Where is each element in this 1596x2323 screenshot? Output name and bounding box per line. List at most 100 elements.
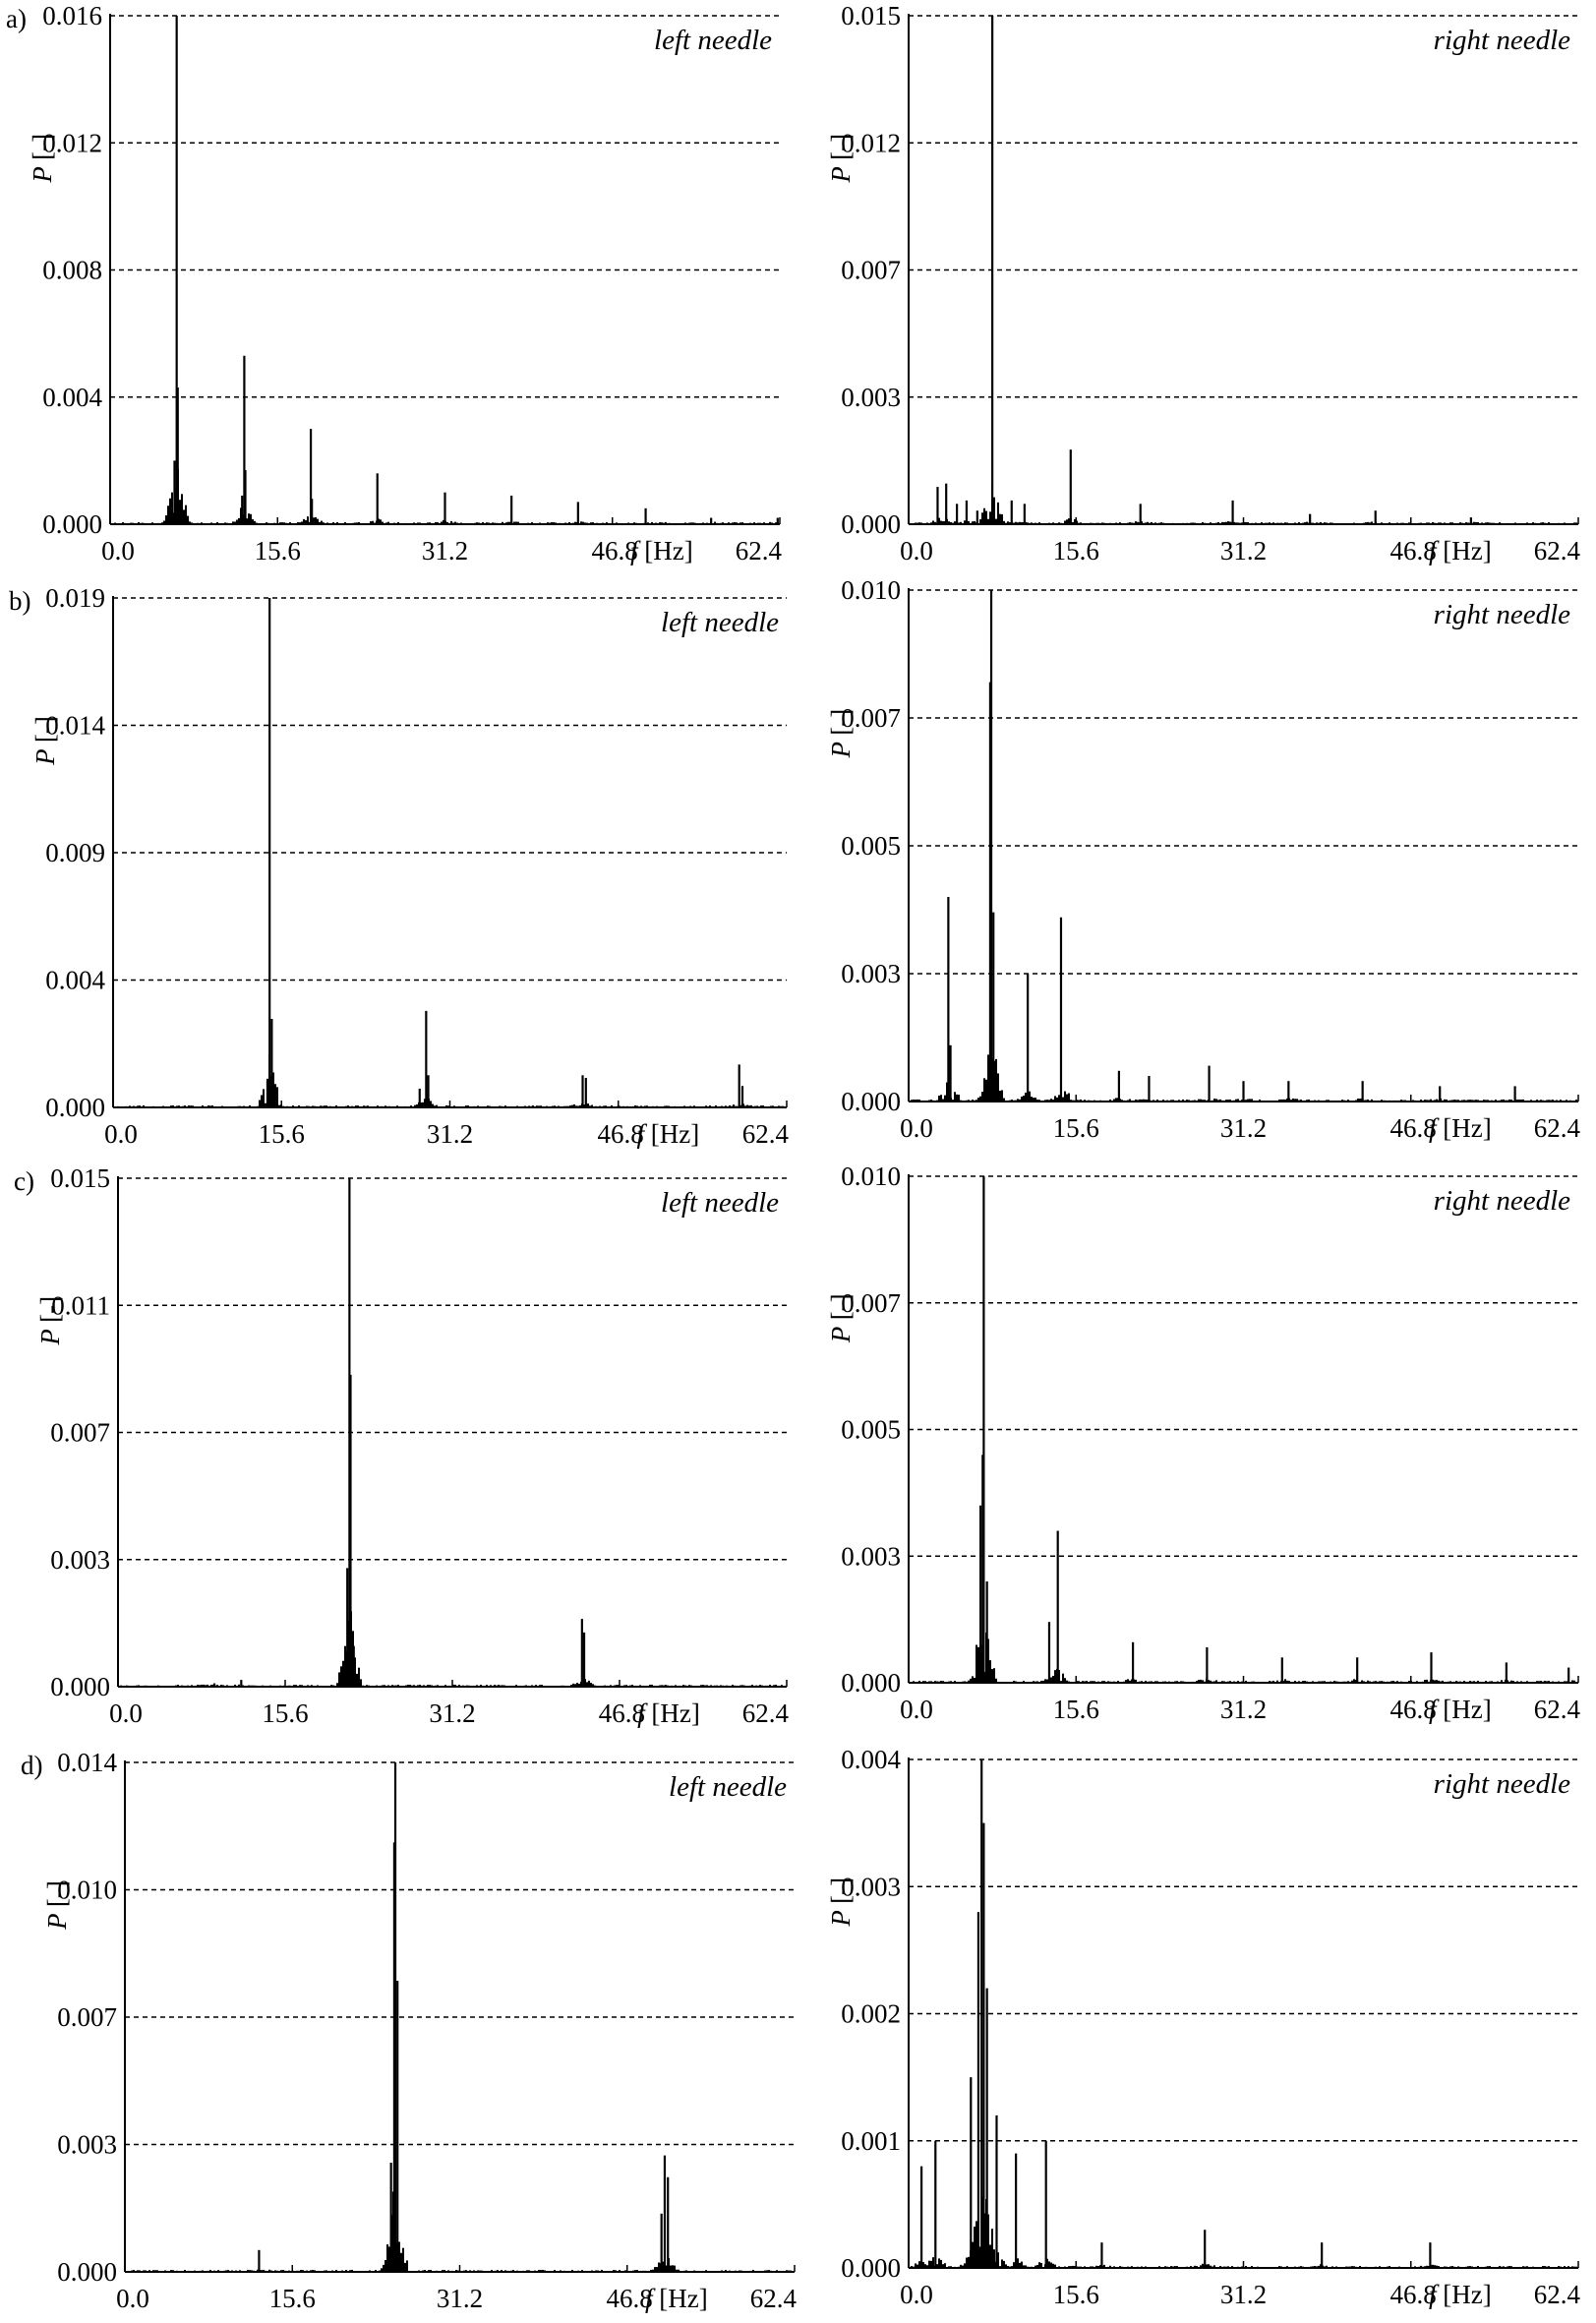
y-tick-label: 0.007: [841, 703, 901, 733]
x-tick-label: 31.2: [437, 2284, 483, 2313]
y-tick-label: 0.003: [841, 383, 901, 412]
x-axis-label: f [Hz]: [630, 536, 693, 566]
y-tick-label: 0.004: [42, 383, 102, 412]
y-tick-label: 0.007: [841, 1288, 901, 1318]
x-tick-label: 31.2: [1220, 536, 1267, 566]
y-tick-label: 0.003: [57, 2130, 117, 2160]
y-tick-label: 0.009: [45, 838, 105, 867]
x-tick-label: 15.6: [1053, 1113, 1099, 1143]
x-tick-label: 46.8: [598, 1119, 644, 1149]
y-tick-label: 0.005: [841, 1415, 901, 1445]
y-axis-label: P [-]: [826, 134, 856, 184]
x-tick-label: 62.4: [742, 1698, 790, 1728]
x-tick-label: 15.6: [269, 2284, 316, 2313]
y-tick-label: 0.005: [841, 831, 901, 861]
x-tick-label: 0.0: [900, 1695, 933, 1724]
x-tick-label: 62.4: [1534, 2280, 1581, 2309]
x-tick-label: 31.2: [1220, 1113, 1267, 1143]
y-tick-label: 0.002: [841, 1999, 901, 2029]
x-tick-label: 46.8: [1390, 536, 1437, 566]
noise-floor: [909, 1632, 1577, 1683]
y-tick-label: 0.000: [57, 2257, 117, 2287]
x-tick-label: 15.6: [1053, 536, 1099, 566]
panel-letter: a): [6, 4, 27, 33]
noise-floor: [118, 1611, 783, 1687]
x-tick-label: 46.8: [599, 1698, 645, 1728]
panel-letter: b): [9, 586, 31, 616]
x-tick-label: 0.0: [109, 1698, 143, 1728]
chart-panel-2: 0.000 0.003 0.007 0.012 0.015 0.0 15.6 31.2 46.8…: [826, 1, 1581, 566]
x-tick-label: 15.6: [1053, 1695, 1099, 1724]
y-tick-label: 0.003: [841, 1541, 901, 1571]
needle-annotation: right needle: [1434, 1768, 1570, 1800]
y-tick-label: 0.004: [45, 966, 105, 995]
y-tick-label: 0.011: [51, 1290, 110, 1320]
x-tick-label: 0.0: [101, 536, 135, 566]
x-tick-label: 46.8: [1390, 1695, 1437, 1724]
x-tick-label: 15.6: [255, 536, 301, 566]
x-tick-label: 31.2: [427, 1119, 473, 1149]
y-tick-label: 0.019: [45, 583, 105, 613]
x-tick-label: 62.4: [736, 536, 783, 566]
y-tick-label: 0.004: [841, 1745, 901, 1774]
x-axis-label: f [Hz]: [637, 1698, 700, 1728]
y-tick-label: 0.000: [841, 1087, 901, 1116]
y-axis-label: P [-]: [826, 709, 856, 759]
x-tick-label: 15.6: [259, 1119, 305, 1149]
y-axis-label: P [-]: [28, 134, 57, 184]
x-tick-label: 0.0: [116, 2284, 149, 2313]
y-tick-label: 0.008: [42, 256, 102, 285]
chart-panel-4: 0.000 0.003 0.005 0.007 0.010 0.0 15.6 31.2 46.8…: [826, 575, 1581, 1143]
y-tick-label: 0.000: [841, 1668, 901, 1698]
x-tick-label: 31.2: [422, 536, 468, 566]
y-tick-label: 0.012: [841, 128, 901, 157]
x-tick-label: 0.0: [104, 1119, 138, 1149]
x-tick-label: 31.2: [1220, 2280, 1267, 2309]
x-tick-label: 15.6: [262, 1698, 308, 1728]
y-axis-label: P [-]: [30, 716, 60, 766]
y-tick-label: 0.015: [841, 1, 901, 30]
y-tick-label: 0.000: [841, 509, 901, 539]
x-tick-label: 46.8: [1390, 1113, 1437, 1143]
noise-floor: [909, 2196, 1577, 2268]
needle-annotation: left needle: [661, 1187, 779, 1219]
y-axis-label: P [-]: [826, 1877, 856, 1928]
y-tick-label: 0.015: [50, 1163, 110, 1193]
noise-floor: [113, 1054, 786, 1107]
needle-annotation: right needle: [1434, 1185, 1570, 1217]
x-tick-label: 62.4: [1534, 1113, 1581, 1143]
x-axis-label: f [Hz]: [1429, 1113, 1492, 1143]
x-axis-label: f [Hz]: [1429, 2280, 1492, 2309]
y-tick-label: 0.010: [57, 1876, 117, 1905]
x-axis-label: f [Hz]: [1429, 536, 1492, 566]
x-tick-label: 46.8: [607, 2284, 653, 2313]
y-tick-label: 0.001: [841, 2126, 901, 2156]
chart-panel-5: 0.000 0.003 0.007 0.011 0.015 0.0 15.6 31.2 46.8…: [14, 1163, 790, 1728]
chart-panel-7: 0.000 0.003 0.007 0.010 0.014 0.0 15.6 31.2 46.8…: [21, 1748, 798, 2313]
noise-floor: [125, 2191, 794, 2272]
y-axis-label: P [-]: [42, 1880, 72, 1931]
x-tick-label: 62.4: [742, 1119, 790, 1149]
x-axis-label: f [Hz]: [645, 2284, 708, 2313]
y-tick-label: 0.007: [57, 2002, 117, 2032]
needle-annotation: left needle: [661, 607, 779, 638]
noise-floor: [909, 484, 1577, 524]
x-tick-label: 0.0: [900, 2280, 933, 2309]
x-tick-label: 15.6: [1053, 2280, 1099, 2309]
x-tick-label: 0.0: [900, 1113, 933, 1143]
y-tick-label: 0.012: [42, 128, 102, 157]
x-tick-label: 31.2: [1220, 1695, 1267, 1724]
y-tick-label: 0.000: [841, 2253, 901, 2283]
x-tick-label: 46.8: [592, 536, 638, 566]
needle-annotation: left needle: [669, 1771, 787, 1803]
y-tick-label: 0.014: [45, 711, 105, 741]
panel-letter: d): [21, 1751, 43, 1780]
y-tick-label: 0.010: [841, 1162, 901, 1191]
y-axis-label: P [-]: [35, 1296, 65, 1346]
x-axis-label: f [Hz]: [1429, 1695, 1492, 1724]
panel-letter: c): [14, 1166, 34, 1196]
x-axis-label: f [Hz]: [637, 1119, 700, 1149]
chart-panel-3: 0.000 0.004 0.009 0.014 0.019 0.0 15.6 31.2 46.8…: [9, 583, 790, 1149]
chart-panel-8: 0.000 0.001 0.002 0.003 0.004 0.0 15.6 31.2 46.8…: [826, 1745, 1581, 2309]
